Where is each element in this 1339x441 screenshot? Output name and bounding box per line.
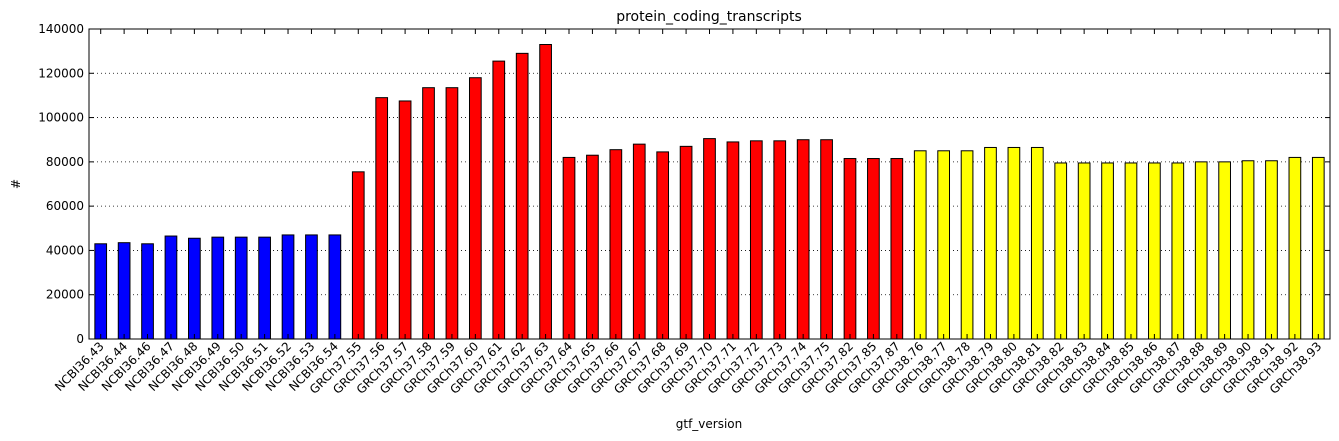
bar-grch37-68 [656, 151, 670, 340]
bar-grch38-87 [1171, 162, 1185, 340]
bar-ncbi36-47 [164, 235, 178, 340]
bar-grch37-74 [796, 139, 810, 340]
bar-grch38-88 [1194, 161, 1208, 340]
bar-ncbi36-49 [211, 236, 225, 340]
y-tick-label: 40000 [46, 243, 84, 257]
bar-ncbi36-46 [141, 243, 154, 340]
bar-ncbi36-54 [328, 234, 342, 340]
bar-grch37-60 [468, 77, 482, 340]
bar-grch38-85 [1124, 162, 1138, 340]
y-axis: 0 20000 40000 60000 80000 100000 120000 140000 [38, 22, 1330, 346]
y-tick-label: 60000 [46, 199, 84, 213]
bar-grch37-59 [445, 87, 459, 340]
bar-grch37-73 [773, 140, 787, 340]
bar-grch37-70 [703, 138, 716, 340]
bar-grch37-71 [726, 141, 740, 340]
y-tick-label: 140000 [38, 22, 84, 36]
x-axis-title: gtf_version [676, 417, 743, 431]
bar-grch37-69 [679, 145, 693, 340]
bar-grch38-84 [1101, 162, 1114, 340]
bar-ncbi36-44 [117, 242, 131, 340]
bar-ncbi36-53 [305, 234, 318, 340]
bar-grch38-86 [1148, 162, 1161, 340]
bar-grch38-79 [984, 146, 997, 340]
bar-grch38-90 [1241, 160, 1255, 340]
bar-grch38-91 [1265, 160, 1278, 340]
x-axis: NCBI36.43NCBI36.44NCBI36.46NCBI36.47NCBI… [52, 29, 1324, 397]
bar-grch37-61 [492, 60, 506, 340]
y-tick-label: 0 [76, 332, 84, 346]
bar-grch37-64 [562, 156, 576, 340]
bar-grch37-72 [749, 140, 763, 340]
bar-grch37-66 [609, 149, 623, 340]
bar-grch37-55 [351, 171, 365, 340]
y-tick-label: 20000 [46, 288, 84, 302]
bar-grch37-56 [375, 97, 389, 340]
y-tick-label: 120000 [38, 66, 84, 80]
bar-grch37-82 [843, 158, 857, 340]
chart-title: protein_coding_transcripts [616, 9, 802, 25]
bar-grch37-57 [398, 100, 412, 340]
bar-grch38-77 [937, 150, 951, 340]
bar-ncbi36-52 [281, 234, 295, 340]
y-axis-title: # [9, 179, 23, 189]
bar-grch38-81 [1030, 146, 1044, 340]
bar-grch38-80 [1007, 146, 1021, 340]
bar-grch37-67 [632, 143, 646, 340]
bar-grch38-92 [1288, 156, 1302, 340]
bar-grch37-87 [890, 158, 904, 340]
bar-grch38-78 [960, 150, 974, 340]
bar-grch37-63 [539, 44, 552, 340]
bar-grch38-89 [1218, 161, 1231, 340]
bar-grch38-82 [1054, 162, 1068, 340]
bar-grch37-65 [586, 154, 599, 340]
bar-grch38-93 [1311, 156, 1325, 340]
bar-grch38-83 [1077, 162, 1091, 340]
bar-grch37-62 [515, 52, 529, 340]
bar-ncbi36-51 [258, 236, 271, 340]
bar-ncbi36-43 [94, 243, 108, 340]
y-tick-label: 80000 [46, 155, 84, 169]
bar-grch37-75 [820, 139, 833, 340]
bar-grch38-76 [913, 150, 927, 340]
bar-ncbi36-50 [234, 236, 248, 340]
bar-grch37-58 [422, 87, 435, 340]
bars [94, 44, 1325, 340]
bar-ncbi36-48 [188, 237, 201, 340]
y-tick-label: 100000 [38, 111, 84, 125]
bar-grch37-85 [867, 158, 880, 340]
